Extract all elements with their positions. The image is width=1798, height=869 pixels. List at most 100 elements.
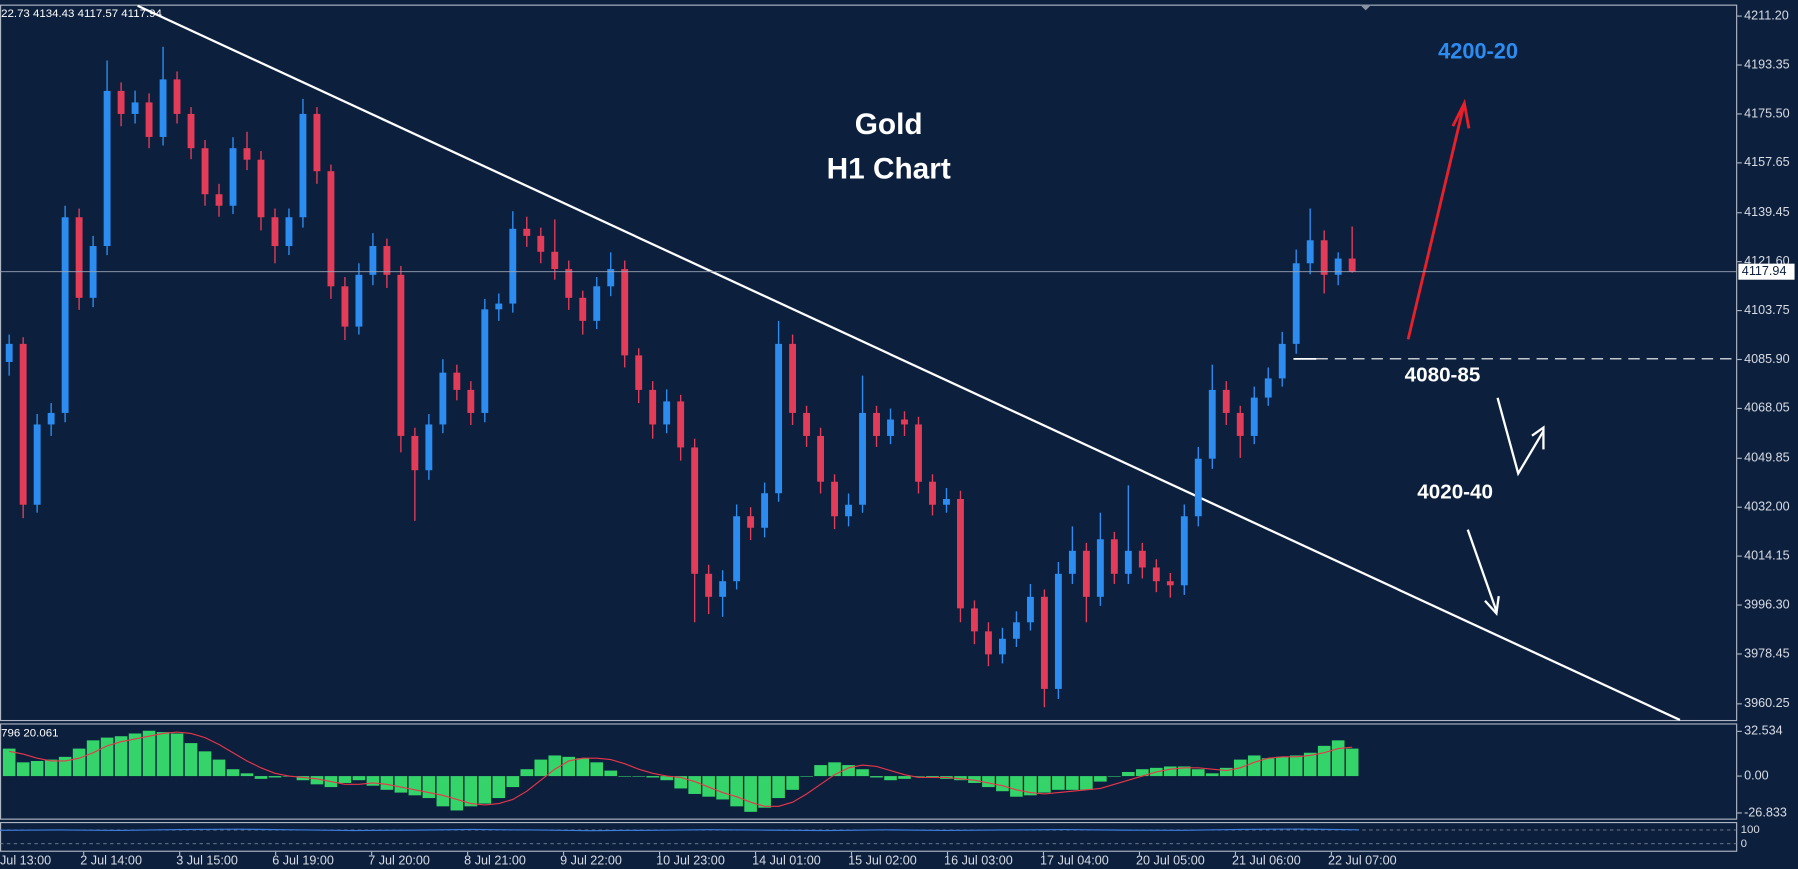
macd-bar [716, 776, 729, 800]
macd-bar [1136, 769, 1149, 777]
candle-body [145, 102, 153, 137]
candle-body [1054, 573, 1062, 689]
candle-body [509, 228, 517, 304]
macd-bar [44, 759, 58, 777]
candle-body [397, 274, 405, 436]
candle-body [103, 90, 111, 247]
macd-bar [184, 743, 198, 777]
macd-bar [1317, 745, 1331, 777]
macd-bar [604, 770, 618, 777]
level-label: 4080-85 [1405, 363, 1481, 386]
y-tick-label: 4068.05 [1744, 401, 1790, 415]
candle-body [593, 286, 601, 321]
candle-body [901, 419, 908, 425]
current-price-box [1738, 263, 1795, 280]
macd-bar [688, 776, 701, 794]
macd-bar [702, 776, 715, 797]
candle-body [1026, 596, 1034, 623]
candle-body [187, 113, 195, 149]
price-panel-frame [0, 4, 1738, 722]
macd-bar [996, 776, 1009, 792]
candle-body [635, 355, 643, 390]
candle-body [971, 608, 978, 632]
macd-bar [744, 776, 757, 812]
candle-body [817, 435, 825, 482]
candle-body [663, 401, 671, 425]
candle-body [747, 516, 755, 528]
candle-body [1138, 550, 1146, 568]
macd-bar [954, 776, 967, 781]
candle-body [355, 274, 363, 327]
candle-body [845, 504, 852, 517]
x-tick-label: Jul 13:00 [0, 853, 51, 867]
macd-bar [842, 765, 855, 777]
y-tick-label: 4085.90 [1744, 352, 1790, 366]
y-tick-label: 3960.25 [1744, 696, 1790, 710]
candle-body [705, 573, 713, 597]
candle-body [299, 113, 307, 218]
candle-body [1306, 240, 1314, 264]
macd-bar [352, 776, 366, 781]
candle-body [313, 113, 321, 172]
macd-bar [506, 776, 520, 788]
macd-bar [912, 776, 925, 777]
ohlc-header: 22.73 4134.43 4117.57 4117.94 [1, 8, 162, 20]
macd-bar [1024, 776, 1037, 796]
macd-bar [240, 773, 254, 777]
macd-bar [618, 776, 632, 777]
candle-body [495, 303, 503, 310]
y-tick-label: 4103.75 [1744, 303, 1790, 317]
candle-body [1278, 343, 1286, 379]
macd-bar [1275, 756, 1289, 777]
candle-body [859, 412, 866, 505]
candle-body [1068, 550, 1076, 574]
macd-bar [268, 776, 282, 778]
x-tick-label: 14 Jul 01:00 [752, 853, 821, 867]
macd-bar [72, 748, 86, 777]
x-tick-label: 15 Jul 02:00 [848, 853, 917, 867]
macd-bar [100, 737, 114, 777]
macd-bar [1331, 740, 1345, 777]
candle-body [271, 217, 279, 247]
x-tick-label: 16 Jul 03:00 [944, 853, 1013, 867]
macd-bar [380, 776, 394, 790]
macd-bar [338, 776, 352, 783]
macd-bar [1052, 776, 1065, 790]
macd-bar [1010, 776, 1023, 797]
candle-body [229, 148, 237, 206]
red-arrow [1406, 98, 1471, 340]
macd-bar [758, 776, 771, 808]
candle-body [1292, 263, 1300, 344]
x-tick-label: 2 Jul 14:00 [80, 853, 142, 867]
candle-body [467, 389, 475, 413]
y-tick-label: 4193.35 [1744, 57, 1790, 71]
candle-body [1348, 258, 1356, 272]
y-tick-label: 32.534 [1744, 724, 1783, 738]
candle-body [215, 194, 223, 206]
macd-bar [170, 733, 184, 777]
y-tick-label: 0.00 [1744, 768, 1769, 782]
candle-body [341, 286, 349, 327]
macd-bar [1261, 758, 1275, 777]
macd-bar [1345, 748, 1359, 777]
candle-body [649, 389, 657, 425]
macd-bar [436, 776, 450, 807]
y-tick-label: -26.833 [1744, 805, 1787, 819]
candle-body [33, 424, 41, 505]
macd-bar [212, 759, 226, 777]
candle-body [411, 435, 419, 471]
shift-marker [1359, 4, 1372, 11]
candle-body [159, 79, 167, 137]
y-tick-label: 4032.00 [1744, 500, 1790, 514]
candle-body [621, 269, 629, 356]
candle-body [1320, 240, 1328, 275]
macd-bar [534, 759, 548, 777]
macd-bar [450, 776, 464, 811]
candle-body [1236, 412, 1244, 436]
macd-bar [576, 758, 590, 777]
candle-body [1152, 567, 1160, 582]
candle-body [579, 297, 587, 321]
candle-body [1124, 550, 1132, 574]
